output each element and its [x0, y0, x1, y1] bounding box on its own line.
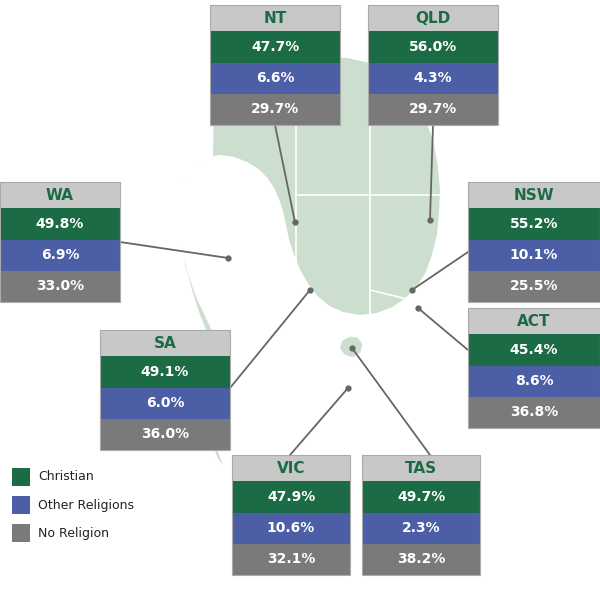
Text: NSW: NSW [514, 188, 554, 203]
Text: 47.7%: 47.7% [251, 40, 299, 54]
Text: 47.9%: 47.9% [267, 490, 315, 504]
Text: 6.6%: 6.6% [256, 71, 294, 85]
Bar [232, 512, 350, 544]
Text: 32.1%: 32.1% [267, 553, 315, 566]
Text: 55.2%: 55.2% [510, 217, 558, 231]
Text: 56.0%: 56.0% [409, 40, 457, 54]
Bar [468, 308, 600, 428]
Text: 49.1%: 49.1% [141, 365, 189, 379]
Bar [12, 524, 30, 542]
Bar [100, 388, 230, 419]
Bar [468, 182, 600, 209]
Bar [210, 63, 340, 94]
Bar [0, 182, 120, 302]
Bar [368, 5, 498, 31]
Text: 45.4%: 45.4% [510, 343, 558, 357]
Bar [0, 182, 120, 209]
Text: QLD: QLD [415, 11, 451, 25]
Text: 36.0%: 36.0% [141, 427, 189, 441]
Bar [468, 397, 600, 428]
Bar [468, 271, 600, 302]
Bar [368, 63, 498, 94]
Bar [368, 5, 498, 125]
Text: No Religion: No Religion [38, 527, 109, 540]
Text: NT: NT [263, 11, 287, 25]
Bar [12, 496, 30, 514]
Polygon shape [179, 56, 441, 474]
Text: Christian: Christian [38, 470, 94, 483]
Text: 10.6%: 10.6% [267, 521, 315, 535]
Text: 29.7%: 29.7% [251, 102, 299, 116]
Bar [232, 482, 350, 512]
Bar [362, 512, 480, 544]
Text: 36.8%: 36.8% [510, 405, 558, 420]
Bar [0, 239, 120, 271]
Bar [210, 31, 340, 63]
Text: Other Religions: Other Religions [38, 498, 134, 511]
Text: SA: SA [154, 336, 176, 350]
Text: 2.3%: 2.3% [401, 521, 440, 535]
Bar [362, 455, 480, 575]
Text: WA: WA [46, 188, 74, 203]
Bar [210, 5, 340, 125]
Text: 49.8%: 49.8% [36, 217, 84, 231]
Text: 29.7%: 29.7% [409, 102, 457, 116]
Text: TAS: TAS [405, 461, 437, 476]
Text: 8.6%: 8.6% [515, 374, 553, 388]
Bar [468, 239, 600, 271]
Bar [468, 366, 600, 397]
Bar [468, 182, 600, 302]
Bar [100, 356, 230, 388]
Bar [232, 455, 350, 482]
Bar [0, 271, 120, 302]
Bar [210, 5, 340, 31]
Text: 49.7%: 49.7% [397, 490, 445, 504]
Text: 25.5%: 25.5% [510, 280, 558, 293]
Bar [0, 209, 120, 239]
Bar [468, 308, 600, 335]
Polygon shape [339, 336, 363, 358]
Text: VIC: VIC [277, 461, 305, 476]
Bar [100, 330, 230, 356]
Bar [362, 482, 480, 512]
Text: 4.3%: 4.3% [413, 71, 452, 85]
Text: 6.9%: 6.9% [41, 248, 79, 262]
Bar [468, 335, 600, 366]
Bar [100, 419, 230, 450]
Bar [12, 468, 30, 486]
Text: 38.2%: 38.2% [397, 553, 445, 566]
Bar [100, 330, 230, 450]
Text: 10.1%: 10.1% [510, 248, 558, 262]
Bar [232, 455, 350, 575]
Bar [232, 544, 350, 575]
Bar [368, 31, 498, 63]
Bar [468, 209, 600, 239]
Text: ACT: ACT [517, 314, 551, 329]
Text: 6.0%: 6.0% [146, 396, 184, 410]
Bar [210, 94, 340, 125]
Text: 33.0%: 33.0% [36, 280, 84, 293]
Bar [368, 94, 498, 125]
Bar [362, 544, 480, 575]
Bar [362, 455, 480, 482]
